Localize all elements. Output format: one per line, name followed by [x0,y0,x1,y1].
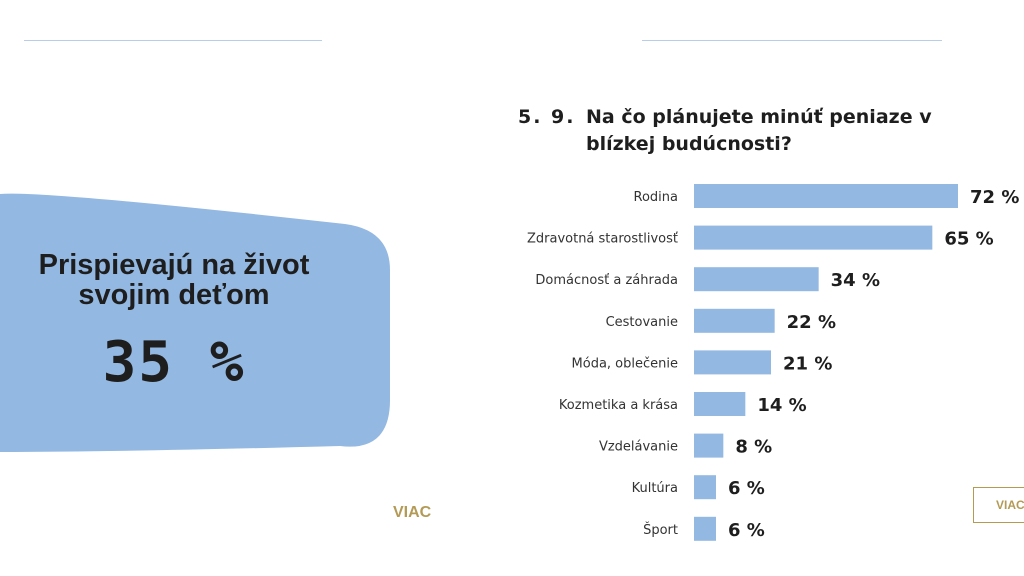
bar-7 [694,433,724,458]
value-label: 21 % [783,353,832,374]
value-label: 6 % [728,478,765,499]
value-label: 8 % [735,437,772,458]
stat-label-line2: svojim deťom [78,279,270,311]
category-label: Vzdelávanie [599,440,678,455]
top-divider-left [24,40,322,41]
value-label: 72 % [970,187,1019,208]
bar-8 [694,475,716,500]
more-link[interactable]: VIAC [393,504,432,521]
value-label: 14 % [757,395,806,416]
chart-number: 5. 9. [518,106,576,128]
bar-1 [694,184,958,208]
category-label: Móda, oblečenie [572,356,678,371]
category-label: Kozmetika a krása [559,398,678,413]
category-label: Kultúra [632,481,678,496]
value-label: 6 % [728,520,765,541]
stat-value: 35 % [102,330,246,395]
bar-6 [694,392,746,416]
category-label: Cestovanie [606,315,678,330]
more-button[interactable]: VIAC [973,487,1024,523]
value-label: 34 % [831,270,880,291]
category-label: Zdravotná starostlivosť [527,232,678,247]
category-label: Domácnosť a záhrada [535,273,678,288]
top-divider-right [642,40,942,41]
stat-label-line1: Prispievajú na život [38,249,310,281]
value-label: 22 % [787,312,836,333]
bar-2 [694,225,933,250]
value-label: 65 % [944,229,993,250]
bar-9 [694,516,716,541]
category-label: Šport [643,522,678,538]
bar-4 [694,308,775,333]
chart-title: Na čo plánujete minúť peniaze v blízkej … [586,106,932,155]
category-label: Rodina [634,190,678,205]
stat-label: Prispievajú na život svojim deťom [0,250,348,310]
bar-5 [694,350,771,375]
bar-3 [694,267,819,292]
stat-highlight-shape [0,193,390,452]
